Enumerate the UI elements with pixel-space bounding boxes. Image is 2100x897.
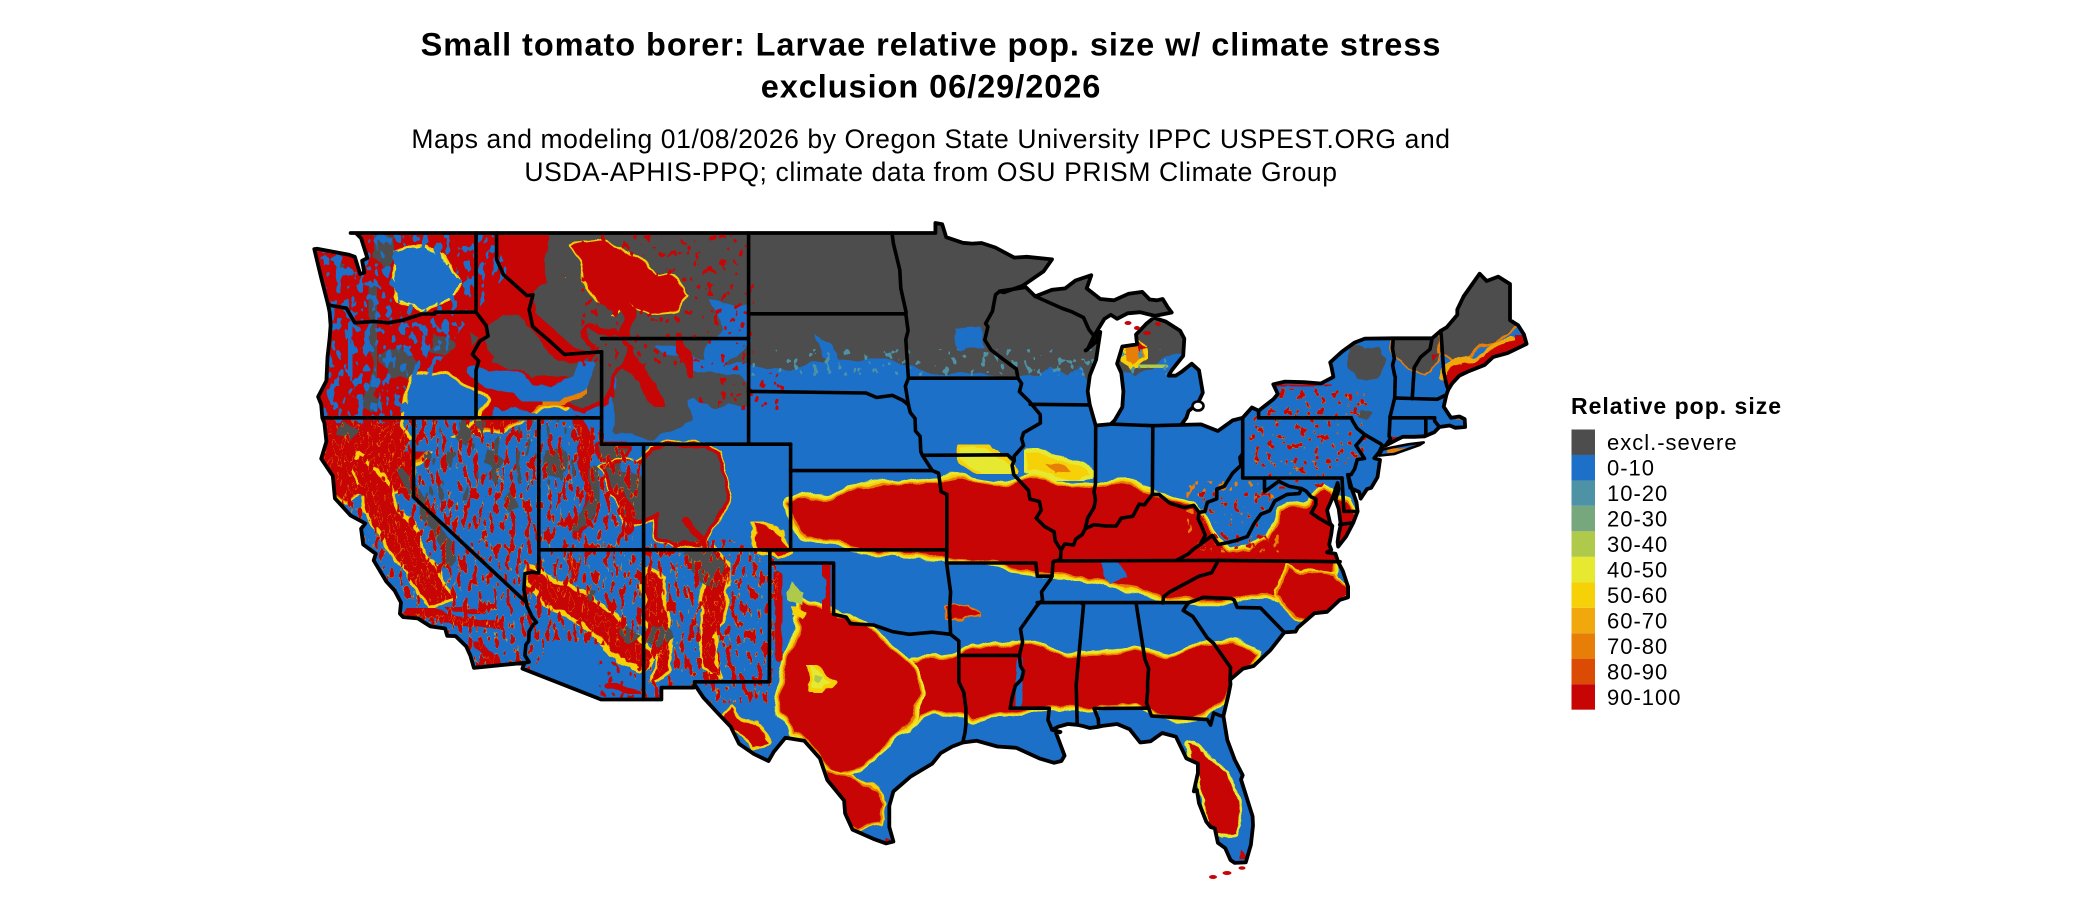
svg-text:0-10: 0-10 bbox=[1607, 456, 1655, 481]
svg-text:excl.-severe: excl.-severe bbox=[1607, 430, 1738, 455]
svg-text:30-40: 30-40 bbox=[1607, 532, 1668, 557]
svg-text:90-100: 90-100 bbox=[1607, 685, 1682, 710]
svg-text:10-20: 10-20 bbox=[1607, 481, 1668, 506]
svg-text:60-70: 60-70 bbox=[1607, 609, 1668, 634]
svg-text:Maps and modeling 01/08/2026 b: Maps and modeling 01/08/2026 by Oregon S… bbox=[411, 124, 1450, 154]
svg-text:USDA-APHIS-PPQ; climate data f: USDA-APHIS-PPQ; climate data from OSU PR… bbox=[524, 157, 1337, 187]
svg-text:80-90: 80-90 bbox=[1607, 660, 1668, 685]
svg-text:20-30: 20-30 bbox=[1607, 507, 1668, 532]
svg-text:40-50: 40-50 bbox=[1607, 558, 1668, 583]
svg-text:Relative pop. size: Relative pop. size bbox=[1571, 393, 1782, 419]
svg-text:exclusion 06/29/2026: exclusion 06/29/2026 bbox=[761, 68, 1102, 104]
svg-text:Small tomato borer: Larvae rel: Small tomato borer: Larvae relative pop.… bbox=[421, 27, 1442, 63]
svg-text:70-80: 70-80 bbox=[1607, 634, 1668, 659]
svg-text:50-60: 50-60 bbox=[1607, 583, 1668, 608]
